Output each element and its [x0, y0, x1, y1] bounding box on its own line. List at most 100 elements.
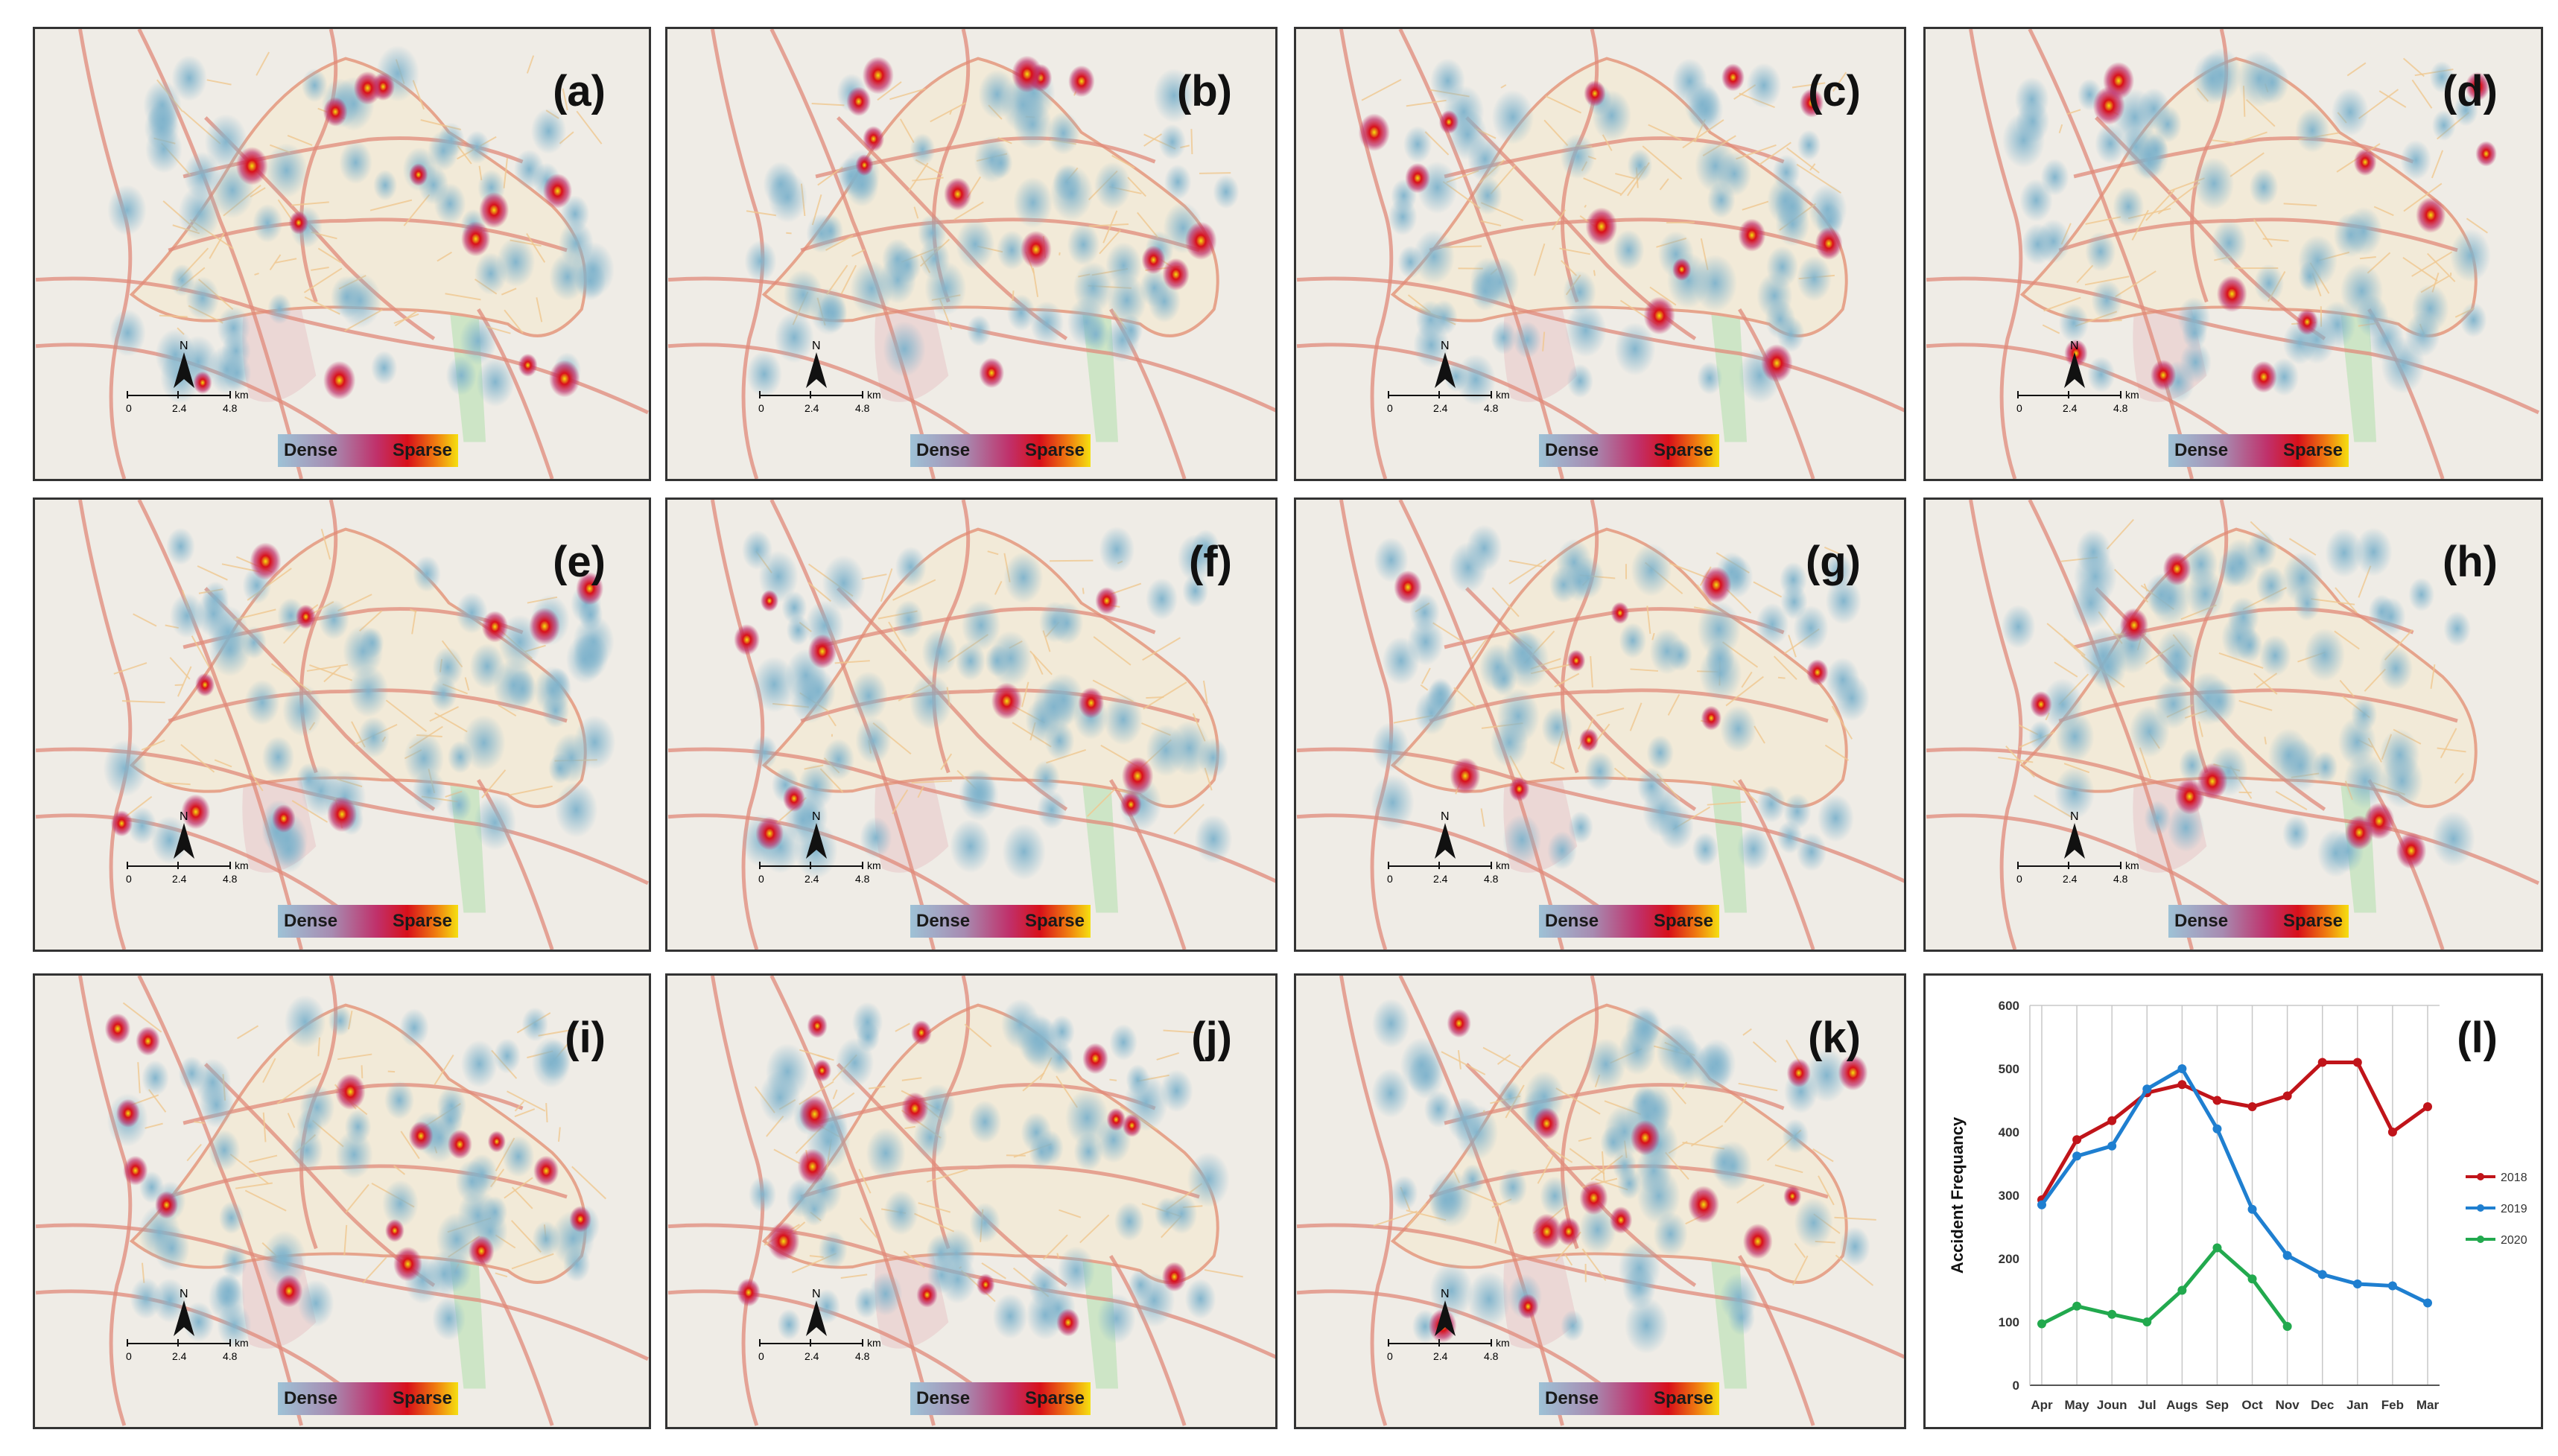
scale-bar: N 0 2.4 4.8 km: [758, 1284, 892, 1373]
data-point-2020: [2247, 1274, 2257, 1284]
legend-marker-2019: [2477, 1204, 2484, 1212]
north-arrow-icon: [174, 823, 194, 859]
svg-text:2.4: 2.4: [172, 1350, 187, 1362]
north-arrow-icon: [1435, 1300, 1456, 1336]
data-point-2019: [2142, 1084, 2152, 1094]
svg-text:2.4: 2.4: [804, 1350, 819, 1362]
svg-text:km: km: [867, 389, 881, 401]
data-point-2019: [2177, 1064, 2187, 1073]
legend-dense-label: Dense: [916, 1388, 971, 1408]
map-panel: N 0 2.4 4.8 km Dense Sparse (g): [1294, 497, 1906, 952]
data-point-2018: [2317, 1058, 2327, 1067]
legend-sparse-label: Sparse: [1653, 1388, 1713, 1408]
panel-label: (l): [2457, 1014, 2498, 1062]
data-point-2019: [2387, 1281, 2397, 1291]
map-panel: N 0 2.4 4.8 km Dense Sparse (j): [665, 973, 1278, 1429]
legend-sparse-label: Sparse: [1653, 440, 1713, 460]
svg-text:0: 0: [126, 402, 132, 414]
svg-text:0: 0: [1387, 873, 1393, 885]
data-point-2018: [2282, 1091, 2292, 1101]
data-point-2019: [2352, 1279, 2362, 1288]
scale-bar: N 0 2.4 4.8 km: [126, 336, 260, 425]
y-tick-label: 600: [1999, 999, 2019, 1013]
x-tick-label: May: [2065, 1398, 2090, 1412]
density-legend: Dense Sparse: [1539, 434, 1719, 467]
data-point-2019: [2247, 1204, 2257, 1214]
heatmap-basemap: [1926, 29, 2539, 479]
data-point-2020: [2072, 1301, 2082, 1311]
data-point-2018: [2387, 1128, 2397, 1136]
svg-text:0: 0: [2016, 402, 2022, 414]
data-point-2018: [2177, 1080, 2187, 1090]
map-panel: N 0 2.4 4.8 km Dense Sparse (h): [1923, 497, 2543, 952]
density-legend: Dense Sparse: [1539, 1382, 1719, 1415]
density-legend: Dense Sparse: [2168, 434, 2349, 467]
panel-label: (b): [1176, 67, 1232, 115]
x-tick-label: Sep: [2206, 1398, 2229, 1412]
north-arrow-icon: [806, 823, 827, 859]
svg-text:4.8: 4.8: [855, 402, 870, 414]
panel-label: (i): [565, 1014, 606, 1062]
panel-label: (c): [1808, 67, 1861, 115]
data-point-2020: [2142, 1317, 2152, 1326]
panel-label: (h): [2442, 538, 2498, 586]
data-point-2018: [2072, 1135, 2082, 1145]
y-tick-label: 500: [1999, 1062, 2019, 1076]
svg-text:0: 0: [758, 873, 764, 885]
density-legend: Dense Sparse: [278, 905, 458, 938]
panel-label: (d): [2442, 67, 2498, 115]
scale-bar: N 0 2.4 4.8 km: [1387, 1284, 1521, 1373]
legend-sparse-label: Sparse: [2282, 911, 2343, 931]
line-chart-panel: 0 100 200 300 400 500 600 Apr May Joun Jul Augs Sep O…: [1923, 973, 2543, 1429]
heatmap-basemap: [35, 500, 649, 950]
series-line-2018: [2040, 1061, 2429, 1201]
svg-text:0: 0: [758, 1350, 764, 1362]
map-panel: N 0 2.4 4.8 km Dense Sparse (b): [665, 27, 1278, 481]
scale-bar: N 0 2.4 4.8 km: [126, 807, 260, 896]
svg-text:km: km: [235, 859, 249, 871]
svg-text:4.8: 4.8: [1484, 402, 1499, 414]
svg-text:2.4: 2.4: [2063, 402, 2078, 414]
data-point-2019: [2317, 1270, 2327, 1279]
data-point-2019: [2037, 1200, 2046, 1209]
svg-text:km: km: [867, 1337, 881, 1349]
data-point-2018: [2423, 1102, 2432, 1111]
north-label: N: [2070, 340, 2079, 352]
north-label: N: [1441, 810, 1450, 823]
x-tick-label: Feb: [2381, 1398, 2404, 1412]
data-point-2020: [2212, 1243, 2222, 1253]
data-point-2019: [2072, 1151, 2082, 1161]
svg-text:2.4: 2.4: [1433, 1350, 1448, 1362]
x-tick-label: Oct: [2241, 1398, 2263, 1412]
legend-sparse-label: Sparse: [392, 911, 452, 931]
svg-text:2.4: 2.4: [804, 402, 819, 414]
legend-label-2019: 2019: [2501, 1203, 2527, 1215]
legend-label-2020: 2020: [2501, 1234, 2527, 1247]
legend-dense-label: Dense: [284, 1388, 338, 1408]
series-line-2020: [2040, 1244, 2289, 1328]
map-panel: N 0 2.4 4.8 km Dense Sparse (e): [33, 497, 651, 952]
line-chart: 0 100 200 300 400 500 600 Apr May Joun Jul Augs Sep O…: [1948, 999, 2527, 1412]
legend-sparse-label: Sparse: [1024, 911, 1085, 931]
data-point-2018: [2107, 1116, 2117, 1125]
svg-text:km: km: [2125, 389, 2139, 401]
north-arrow-icon: [806, 1300, 827, 1336]
scale-bar: N 0 2.4 4.8 km: [126, 1284, 260, 1373]
series-line-2019: [2040, 1066, 2429, 1305]
svg-text:km: km: [1496, 1337, 1510, 1349]
y-tick-label: 200: [1999, 1252, 2019, 1266]
svg-text:0: 0: [758, 402, 764, 414]
legend-dense-label: Dense: [916, 911, 971, 931]
density-legend: Dense Sparse: [910, 905, 1091, 938]
x-tick-label: Dec: [2311, 1398, 2334, 1412]
svg-text:4.8: 4.8: [855, 1350, 870, 1362]
legend-sparse-label: Sparse: [1024, 1388, 1085, 1408]
heatmap-basemap: [667, 976, 1275, 1426]
north-arrow-icon: [1435, 823, 1456, 859]
x-tick-label: Joun: [2097, 1398, 2127, 1412]
density-legend: Dense Sparse: [2168, 905, 2349, 938]
north-label: N: [2070, 810, 2079, 823]
legend-dense-label: Dense: [284, 440, 338, 460]
density-legend: Dense Sparse: [1539, 905, 1719, 938]
svg-text:km: km: [1496, 389, 1510, 401]
